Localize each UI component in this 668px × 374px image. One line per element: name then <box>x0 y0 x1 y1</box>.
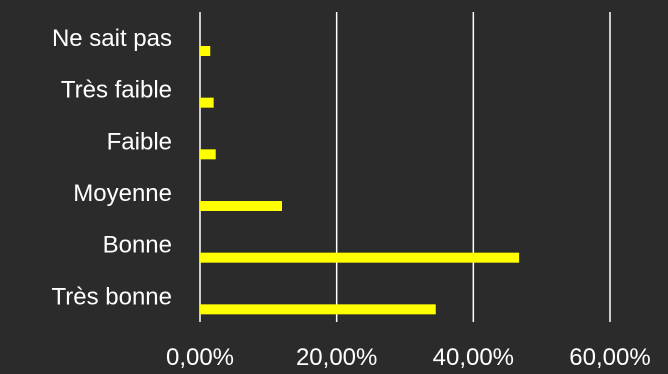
bar-3 <box>200 201 282 211</box>
category-label-3: Moyenne <box>73 180 172 207</box>
tick-label-1: 20,00% <box>296 344 377 371</box>
category-label-2: Faible <box>107 128 172 155</box>
category-label-0: Ne sait pas <box>52 25 172 52</box>
bar-1 <box>200 97 214 108</box>
bar-4 <box>200 252 520 263</box>
bar-5 <box>200 304 436 315</box>
bar-2 <box>200 149 216 160</box>
category-label-4: Bonne <box>103 232 172 259</box>
bar-0 <box>200 46 211 56</box>
tick-labels: 0,00% 20,00% 40,00% 60,00% <box>166 344 651 371</box>
category-label-1: Très faible <box>61 77 172 104</box>
bars <box>200 46 520 315</box>
tick-label-2: 40,00% <box>433 344 514 371</box>
category-labels: Ne sait pas Très faible Faible Moyenne Bonne… <box>51 25 172 310</box>
gridlines <box>199 12 611 322</box>
category-label-5: Très bonne <box>51 283 172 310</box>
tick-label-3: 60,00% <box>569 344 650 371</box>
tick-label-0: 0,00% <box>166 344 234 371</box>
